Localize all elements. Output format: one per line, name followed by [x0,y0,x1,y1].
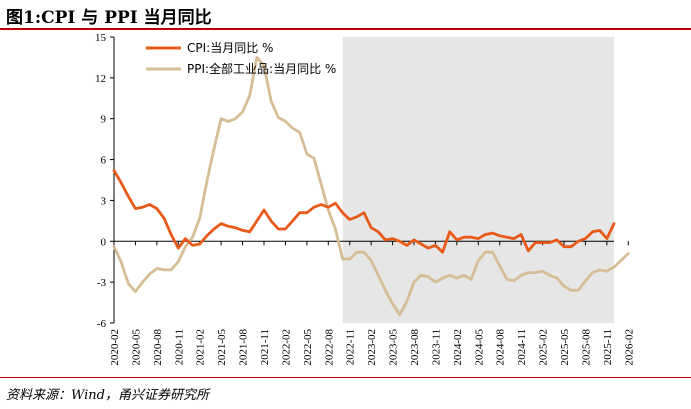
y-tick-label: -3 [97,277,107,289]
source-note: 资料来源：Wind，甬兴证券研究所 [6,388,209,403]
x-tick-label: 2023-05 [388,329,400,366]
shaded-region [342,37,614,323]
x-tick-label: 2021-02 [195,329,207,366]
x-tick-label: 2023-08 [409,329,421,366]
chart-title: 图1:CPI 与 PPI 当月同比 [6,8,212,28]
x-tick-label: 2026-02 [623,329,635,366]
legend-label: PPI:全部工业品:当月同比 % [187,61,336,76]
x-tick-label: 2022-08 [323,329,335,366]
x-tick-label: 2022-02 [280,329,292,366]
x-tick-label: 2020-02 [109,329,121,366]
x-tick-label: 2024-08 [495,329,507,366]
legend-label: CPI:当月同比 % [187,41,273,55]
x-tick-label: 2025-05 [559,329,571,366]
y-tick-label: 12 [95,73,106,85]
x-tick-label: 2023-02 [366,329,378,366]
x-tick-label: 2024-05 [473,329,485,366]
title-bar: 图1:CPI 与 PPI 当月同比 [0,0,691,30]
y-tick-label: 0 [101,236,107,248]
x-tick-label: 2025-08 [580,329,592,366]
y-tick-label: 3 [101,195,107,207]
x-tick-label: 2020-11 [173,329,185,365]
line-chart: -6 -3 0 3 6 9 12 15 2020-02 2020-05 2020-08 2020-11… [95,32,635,366]
y-tick-label: -6 [97,318,107,330]
y-tick-label: 6 [101,155,107,167]
y-tick-label: 9 [101,114,107,126]
cpi-series-line [112,169,616,254]
x-tick-label: 2020-08 [152,329,164,366]
x-tick-label: 2025-02 [538,329,550,366]
x-tick-label: 2024-11 [516,329,528,365]
y-tick-label: 15 [95,32,107,44]
x-tick-label: 2025-11 [602,329,614,365]
x-tick-label: 2022-05 [302,329,314,366]
x-tick-label: 2021-05 [216,329,228,366]
x-tick-label: 2023-11 [430,329,442,365]
x-tick-label: 2022-11 [345,329,357,365]
x-tick-label: 2021-08 [238,329,250,366]
x-tick-label: 2024-02 [452,329,464,366]
source-bar: 资料来源：Wind，甬兴证券研究所 [0,377,691,409]
ppi-series-line [112,56,630,317]
x-tick-label: 2020-05 [130,329,142,366]
x-tick-label: 2021-11 [259,329,271,365]
